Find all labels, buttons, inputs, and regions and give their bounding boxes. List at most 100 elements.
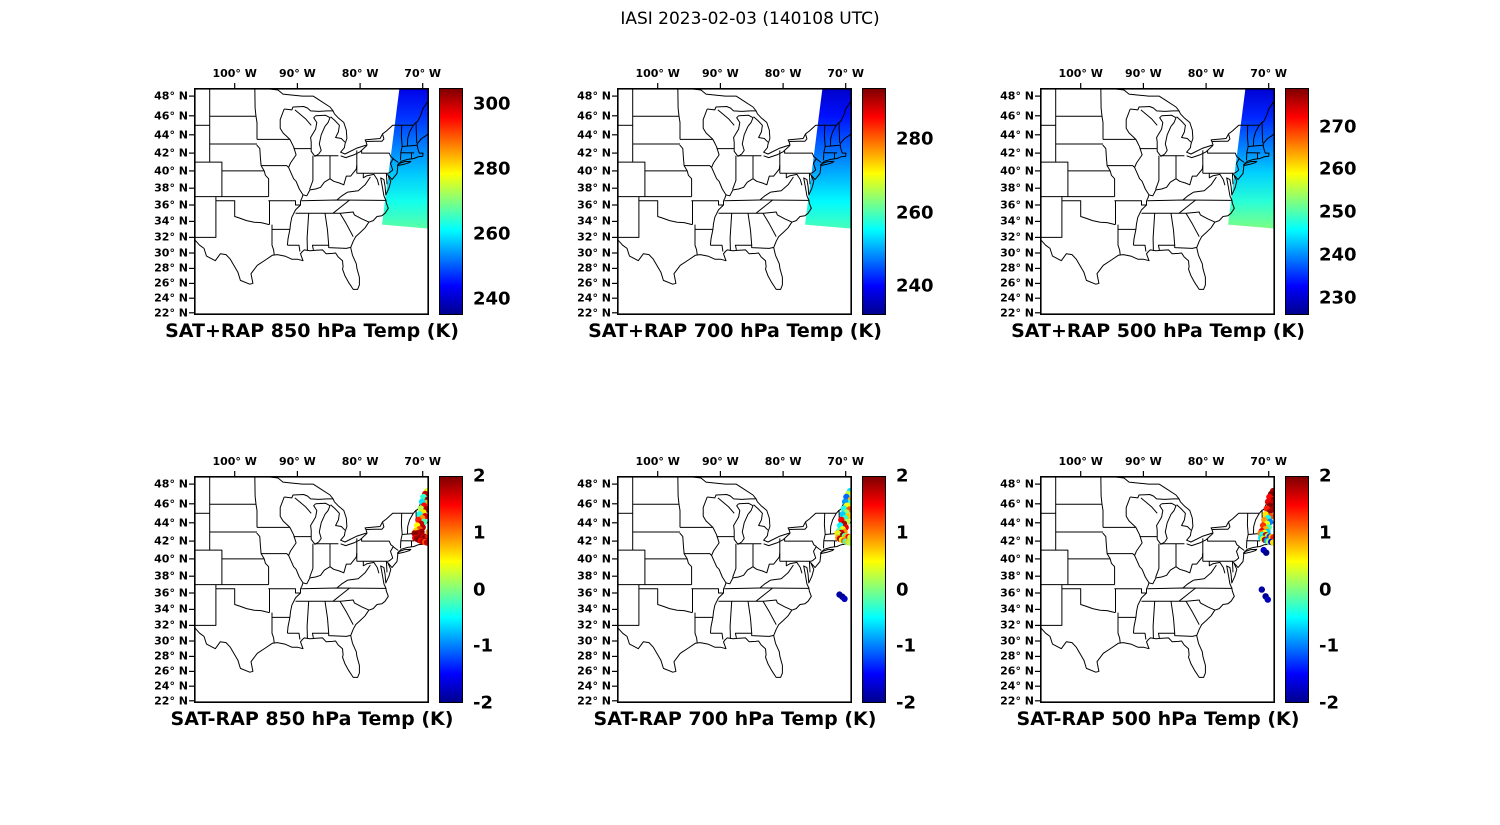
map-boundary-line (1040, 161, 1069, 197)
lat-tick-label: 26° N (577, 276, 611, 290)
panel-title: SAT-RAP 700 hPa Temp (K) (593, 708, 877, 730)
lat-tick-label: 40° N (154, 552, 188, 566)
lon-tick-label: 70° W (827, 455, 865, 468)
map-boundary-line (677, 88, 681, 140)
panel-sat-minus-rap-700: 100° W 90° W 80° W 70° W 48° N 46° N 44° N 42° … (555, 454, 978, 746)
lat-tick-label: 24° N (1000, 291, 1034, 305)
map-boundary-line (306, 601, 310, 639)
map-boundary-line (194, 588, 217, 626)
map-boundary-line (1040, 588, 1063, 626)
map-boundary-line (711, 139, 727, 202)
map-boundary-line (691, 588, 724, 594)
colorbar-tick-label: 1 (473, 522, 486, 544)
map-content (194, 476, 429, 678)
map-boundary-line (717, 497, 735, 514)
map-boundary-line (808, 173, 811, 185)
map-frame (1040, 88, 1275, 315)
panel-title: SAT+RAP 700 hPa Temp (K) (588, 320, 882, 342)
colorbar-tick-label: 300 (473, 93, 511, 115)
lat-tick-label: 44° N (1000, 128, 1034, 142)
map-boundary-line (825, 144, 840, 147)
map-boundary-line (339, 212, 354, 237)
map-boundary-line (1212, 522, 1231, 530)
colorbar-tick-label: 0 (1319, 579, 1332, 600)
map-boundary-line (256, 144, 289, 168)
lon-tick-label: 80° W (341, 455, 379, 468)
map-boundary-line (711, 527, 727, 590)
map-boundary-line (755, 199, 773, 214)
map-boundary-line (1174, 245, 1197, 249)
lat-tick-label: 26° N (577, 664, 611, 678)
map-frame (1040, 476, 1275, 703)
figure-title: IASI 2023-02-03 (140108 UTC) (620, 9, 880, 29)
map-boundary-line (1156, 114, 1177, 157)
map-boundary-line (753, 504, 769, 531)
map-boundary-line (679, 144, 712, 168)
map-boundary-line (789, 522, 808, 530)
colorbar-tick-label: 2 (896, 465, 909, 487)
map-boundary-line (1208, 173, 1226, 186)
lat-tick-label: 32° N (1000, 230, 1034, 244)
map-boundary-line (284, 106, 334, 112)
map-boundary-line (707, 494, 757, 500)
map-boundary-line (1248, 144, 1263, 147)
colorbar (862, 476, 886, 703)
map-boundary-line (361, 538, 394, 562)
map-content (617, 476, 852, 678)
colorbar-tick-label: -1 (473, 635, 493, 657)
colorbar-tick-label: 230 (1319, 287, 1357, 309)
map-boundary-line (301, 199, 387, 202)
satellite-swath (382, 88, 429, 229)
lat-tick-label: 24° N (577, 291, 611, 305)
map-boundary-line (287, 632, 301, 640)
map-boundary-line (1134, 527, 1150, 590)
map-boundary-line (1176, 504, 1192, 531)
lat-tick-label: 34° N (154, 602, 188, 616)
map-boundary-line (1182, 191, 1194, 201)
map-boundary-line (1243, 160, 1258, 167)
colorbar (862, 88, 886, 315)
map-boundary-line (393, 158, 399, 163)
map-sat-minus-rap-500 (1035, 471, 1275, 703)
lat-tick-label: 28° N (154, 261, 188, 275)
map-sat-minus-rap-850 (189, 471, 429, 703)
map-boundary-line (1207, 538, 1240, 562)
lon-tick-label: 90° W (702, 455, 739, 468)
map-boundary-line (823, 513, 826, 549)
colorbar-tick-label: 280 (473, 158, 511, 180)
colorbar (1285, 88, 1309, 315)
map-frame (194, 88, 429, 315)
map-boundary-line (718, 211, 793, 223)
map-boundary-line (347, 176, 371, 193)
map-boundary-line (816, 158, 822, 163)
map-boundary-line (400, 513, 403, 549)
map-boundary-line (362, 173, 380, 186)
lat-tick-label: 24° N (577, 679, 611, 693)
map-boundary-line (753, 116, 769, 143)
map-boundary-line (617, 200, 640, 238)
map-boundary-line (366, 134, 385, 142)
map-boundary-line (1178, 587, 1196, 602)
lat-tick-label: 44° N (154, 128, 188, 142)
lat-tick-label: 34° N (577, 214, 611, 228)
map-boundary-line (397, 548, 412, 555)
lat-tick-label: 48° N (577, 89, 611, 103)
colorbar-tick-label: 1 (896, 522, 909, 544)
colorbar-tick-label: 280 (896, 128, 934, 150)
map-boundary-line (302, 553, 358, 585)
map-boundary-line (763, 533, 791, 547)
map-boundary-line (295, 211, 370, 223)
map-boundary-line (194, 549, 223, 585)
map-boundary-line (254, 476, 258, 528)
map-boundary-line (1140, 497, 1158, 514)
map-boundary-line (406, 125, 414, 147)
map-boundary-line (310, 502, 331, 545)
map-boundary-line (755, 587, 773, 602)
map-boundary-line (1040, 476, 1275, 678)
map-boundary-line (617, 549, 646, 585)
lon-tick-label: 80° W (341, 67, 379, 80)
lat-tick-label: 42° N (154, 534, 188, 548)
panel-sat-minus-rap-500: 100° W 90° W 80° W 70° W 48° N 46° N 44° N 42° … (978, 454, 1401, 746)
colorbar-tick-label: -2 (473, 692, 493, 714)
colorbar (439, 476, 463, 703)
